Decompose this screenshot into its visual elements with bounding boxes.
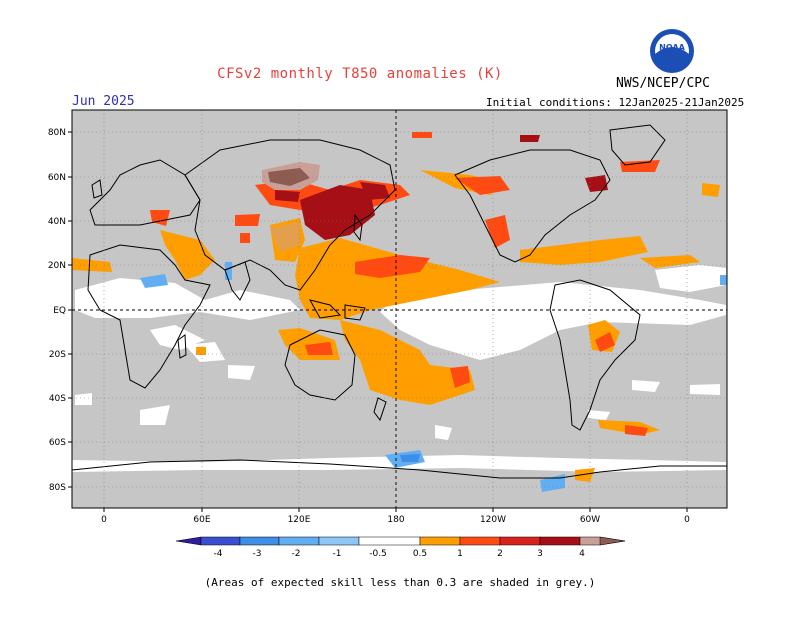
equator-and-dateline bbox=[72, 110, 727, 508]
lat-label-20s: 20S bbox=[49, 350, 66, 360]
lat-label-40n: 40N bbox=[48, 217, 66, 227]
coastlines bbox=[71, 124, 727, 479]
noaa-logo-icon: NOAA bbox=[650, 29, 694, 73]
colorbar-label-minus1: -1 bbox=[333, 549, 342, 559]
initial-conditions: Initial conditions: 12Jan2025-21Jan2025 bbox=[486, 96, 745, 109]
lon-label-0: 0 bbox=[101, 515, 107, 525]
colorbar-segment-05-1 bbox=[419, 536, 461, 546]
lon-label-60w: 60W bbox=[580, 515, 600, 525]
latitude-axis bbox=[68, 131, 72, 488]
lon-label-120e: 120E bbox=[288, 515, 311, 525]
colorbar-label-05: 0.5 bbox=[413, 549, 427, 559]
map-title: CFSv2 monthly T850 anomalies (K) bbox=[217, 66, 503, 82]
colorbar-segment-1-2 bbox=[459, 536, 501, 546]
colorbar-segment-neutral bbox=[358, 536, 421, 546]
colorbar-label-4: 4 bbox=[579, 549, 585, 559]
colorbar-label-1: 1 bbox=[457, 549, 463, 559]
colorbar-label-minus3: -3 bbox=[253, 549, 262, 559]
agency-label: NWS/NCEP/CPC bbox=[616, 76, 710, 91]
colorbar-label-minus4: -4 bbox=[214, 549, 223, 559]
lat-label-20n: 20N bbox=[48, 261, 66, 271]
lat-label-40s: 40S bbox=[49, 394, 66, 404]
longitude-labels: 0 60E 120E 180 120W 60W 0 bbox=[101, 515, 690, 525]
colorbar-label-minus05: -0.5 bbox=[369, 549, 387, 559]
lon-label-120w: 120W bbox=[480, 515, 506, 525]
longitude-axis bbox=[103, 508, 688, 512]
lat-label-eq: EQ bbox=[53, 306, 66, 316]
lat-label-80n: 80N bbox=[48, 128, 66, 138]
colorbar-segment-4-3-neg bbox=[200, 536, 241, 546]
colorbar-label-2: 2 bbox=[497, 549, 503, 559]
colorbar-label-minus2: -2 bbox=[292, 549, 301, 559]
positive-anomaly-2-3 bbox=[275, 135, 608, 240]
forecast-month: Jun 2025 bbox=[72, 94, 135, 109]
lon-label-0-east: 0 bbox=[684, 515, 690, 525]
lon-label-60e: 60E bbox=[193, 515, 210, 525]
map-frame bbox=[71, 109, 728, 509]
colorbar-segment-below-4 bbox=[175, 536, 202, 546]
colorbar-arrow-above bbox=[599, 536, 626, 546]
lon-label-180: 180 bbox=[387, 515, 404, 525]
colorbar-segment-1-05-neg bbox=[318, 536, 360, 546]
lat-label-60s: 60S bbox=[49, 438, 66, 448]
logo-text: NOAA bbox=[659, 43, 685, 52]
lat-label-60n: 60N bbox=[48, 173, 66, 183]
neutral-anomaly-regions bbox=[72, 265, 726, 472]
colorbar-segment-2-1-neg bbox=[278, 536, 320, 546]
colorbar bbox=[175, 536, 626, 546]
colorbar-segment-3-2-neg bbox=[239, 536, 280, 546]
skill-footnote: (Areas of expected skill less than 0.3 a… bbox=[204, 576, 596, 589]
colorbar-labels: -4 -3 -2 -1 -0.5 0.5 1 2 3 4 bbox=[214, 549, 586, 559]
colorbar-segment-3-4 bbox=[539, 536, 581, 546]
lat-label-80s: 80S bbox=[49, 483, 66, 493]
latitude-labels: 80N 60N 40N 20N EQ 20S 40S 60S 80S bbox=[48, 128, 66, 493]
colorbar-label-3: 3 bbox=[537, 549, 543, 559]
colorbar-segment-2-3 bbox=[499, 536, 541, 546]
